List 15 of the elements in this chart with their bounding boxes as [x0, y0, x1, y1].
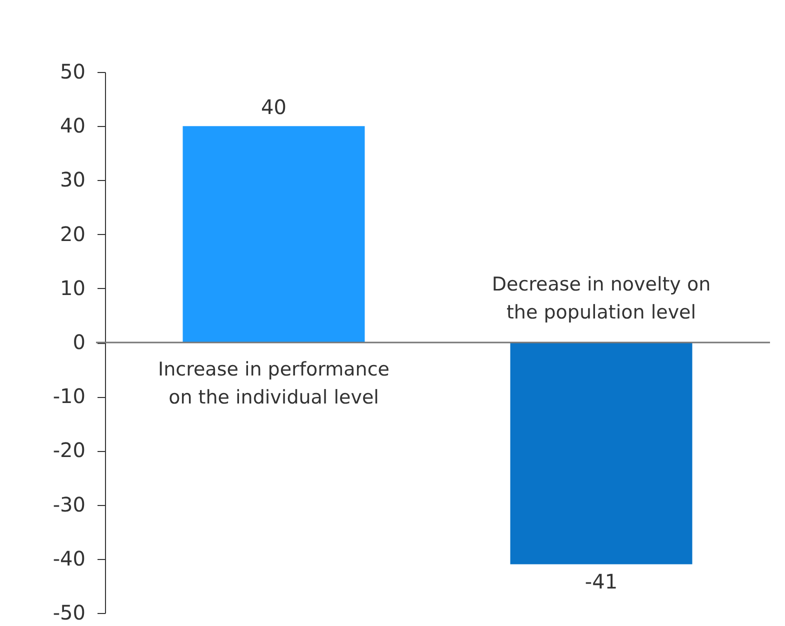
y-tick-label: 40 [60, 114, 86, 138]
y-tick-label: -50 [52, 600, 86, 624]
data-label: 40 [261, 95, 286, 120]
y-tick-label: 30 [60, 168, 86, 192]
data-label: -41 [584, 569, 618, 594]
y-tick-label: 50 [60, 60, 86, 84]
y-tick-label: 0 [72, 330, 86, 354]
y-tick-label: -10 [52, 384, 86, 408]
y-tick-label: -30 [52, 492, 86, 516]
y-tick-label: 10 [60, 276, 86, 300]
x-tick-label: Increase in performance on the individual level [158, 358, 390, 408]
y-tick-label: -20 [52, 438, 86, 462]
y-tick-label: 20 [60, 222, 86, 246]
y-tick-label: -40 [52, 546, 86, 570]
x-tick-label: Decrease in novelty on the population level [492, 274, 711, 324]
